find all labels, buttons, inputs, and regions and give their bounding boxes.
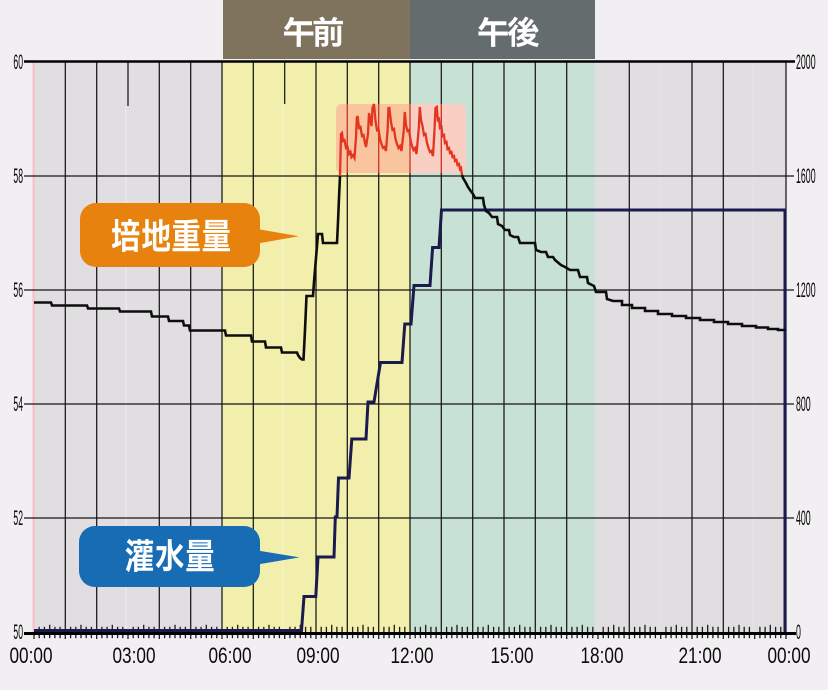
svg-text:12:00: 12:00 xyxy=(391,643,434,668)
svg-text:09:00: 09:00 xyxy=(297,643,340,668)
svg-text:06:00: 06:00 xyxy=(209,643,252,668)
svg-text:60: 60 xyxy=(13,51,23,74)
svg-text:18:00: 18:00 xyxy=(581,643,624,668)
svg-text:00:00: 00:00 xyxy=(10,643,53,668)
svg-text:56: 56 xyxy=(13,279,23,302)
svg-text:0: 0 xyxy=(796,621,801,644)
svg-text:50: 50 xyxy=(13,621,23,644)
svg-text:2000: 2000 xyxy=(796,51,816,74)
svg-text:52: 52 xyxy=(13,507,23,530)
svg-text:1200: 1200 xyxy=(796,279,816,302)
svg-text:21:00: 21:00 xyxy=(679,643,722,668)
svg-text:03:00: 03:00 xyxy=(113,643,156,668)
svg-text:400: 400 xyxy=(796,507,811,530)
svg-text:00:00: 00:00 xyxy=(768,643,811,668)
svg-text:1600: 1600 xyxy=(796,165,816,188)
svg-text:54: 54 xyxy=(13,393,23,416)
svg-text:15:00: 15:00 xyxy=(491,643,534,668)
svg-text:58: 58 xyxy=(13,165,23,188)
svg-text:800: 800 xyxy=(796,393,811,416)
